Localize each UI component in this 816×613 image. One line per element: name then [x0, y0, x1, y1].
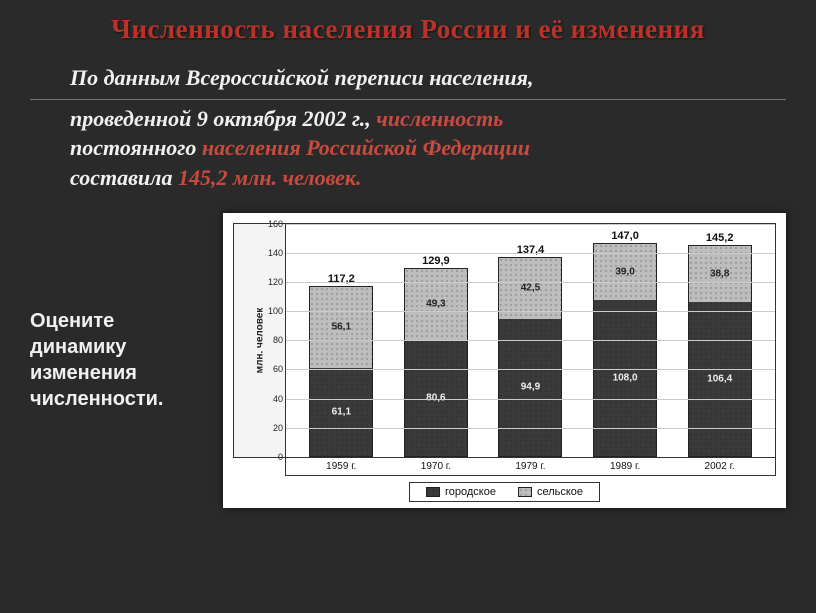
y-tick: 60	[273, 364, 283, 374]
stacked-bar: 38,8106,4145,2	[688, 245, 752, 456]
segment-rural-value: 39,0	[615, 266, 634, 277]
y-tick: 0	[278, 452, 283, 462]
grid-line	[286, 253, 775, 254]
legend-label-rural: сельское	[537, 486, 583, 498]
grid-line	[286, 340, 775, 341]
grid-line	[286, 428, 775, 429]
grid-line	[286, 311, 775, 312]
x-labels: 1959 г. 1970 г. 1979 г. 1989 г. 2002 г.	[286, 458, 775, 475]
population-chart: млн. человек 020406080100120140160 56,16…	[223, 213, 786, 508]
x-label: 1959 г.	[305, 461, 377, 472]
subtitle-hl-3: населения Российской Федерации	[202, 135, 530, 160]
subtitle-text-1: По данным Всероссийской переписи населен…	[70, 65, 534, 90]
subtitle-prefix-4: составила	[70, 165, 178, 190]
segment-urban-value: 94,9	[521, 382, 540, 393]
subtitle-hl-4: 145,2 млн. человек.	[178, 165, 362, 190]
grid-line	[286, 399, 775, 400]
y-tick: 160	[268, 219, 283, 229]
y-tick: 100	[268, 306, 283, 316]
segment-rural-value: 38,8	[710, 269, 729, 280]
segment-rural: 38,8	[689, 246, 751, 302]
bar-total-label: 117,2	[328, 273, 355, 285]
segment-urban-value: 61,1	[332, 406, 351, 417]
segment-urban-value: 106,4	[707, 374, 732, 385]
x-label: 1989 г.	[589, 461, 661, 472]
legend: городское сельское	[409, 482, 600, 502]
segment-rural-value: 56,1	[332, 322, 351, 333]
segment-urban-value: 108,0	[613, 372, 638, 383]
segment-urban: 106,4	[689, 302, 751, 455]
segment-rural: 56,1	[310, 287, 372, 368]
y-axis: млн. человек 020406080100120140160	[234, 224, 286, 457]
plot-area: 56,161,1117,249,380,6129,942,594,9137,43…	[286, 224, 775, 457]
segment-urban: 61,1	[310, 368, 372, 456]
grid-line	[286, 369, 775, 370]
x-axis: 1959 г. 1970 г. 1979 г. 1989 г. 2002 г.	[285, 458, 776, 476]
x-label: 2002 г.	[684, 461, 756, 472]
subtitle-rest: проведенной 9 октября 2002 г., численнос…	[30, 102, 786, 193]
bar-total-label: 147,0	[611, 230, 639, 242]
subtitle-line1: По данным Всероссийской переписи населен…	[30, 55, 786, 100]
segment-urban: 108,0	[594, 300, 656, 456]
y-tick: 120	[268, 277, 283, 287]
y-tick: 40	[273, 394, 283, 404]
bar-total-label: 129,9	[422, 255, 450, 267]
segment-rural: 49,3	[405, 269, 467, 340]
legend-item-urban: городское	[426, 486, 496, 498]
side-prompt: Оцените динамику изменения численности.	[30, 308, 205, 412]
bar-total-label: 145,2	[706, 232, 734, 244]
y-tick: 80	[273, 335, 283, 345]
grid-line	[286, 224, 775, 225]
chart-area: млн. человек 020406080100120140160 56,16…	[233, 223, 776, 458]
x-label: 1970 г.	[400, 461, 472, 472]
content-row: Оцените динамику изменения численности. …	[0, 193, 816, 508]
slide-title: Численность населения России и её измене…	[0, 0, 816, 55]
x-label: 1979 г.	[494, 461, 566, 472]
grid-line	[286, 282, 775, 283]
legend-swatch-urban	[426, 487, 440, 497]
legend-label-urban: городское	[445, 486, 496, 498]
y-tick: 20	[273, 423, 283, 433]
segment-rural-value: 42,5	[521, 283, 540, 294]
stacked-bar: 39,0108,0147,0	[593, 243, 657, 457]
subtitle-prefix-3: постоянного	[70, 135, 202, 160]
legend-item-rural: сельское	[518, 486, 583, 498]
legend-wrap: городское сельское	[233, 476, 776, 502]
y-tick: 140	[268, 248, 283, 258]
segment-rural: 42,5	[499, 258, 561, 319]
segment-rural-value: 49,3	[426, 299, 445, 310]
legend-swatch-rural	[518, 487, 532, 497]
subtitle-prefix-2: проведенной 9 октября 2002 г.,	[70, 106, 376, 131]
y-ticks: 020406080100120140160	[259, 224, 283, 457]
subtitle-hl-2: численность	[376, 106, 503, 131]
